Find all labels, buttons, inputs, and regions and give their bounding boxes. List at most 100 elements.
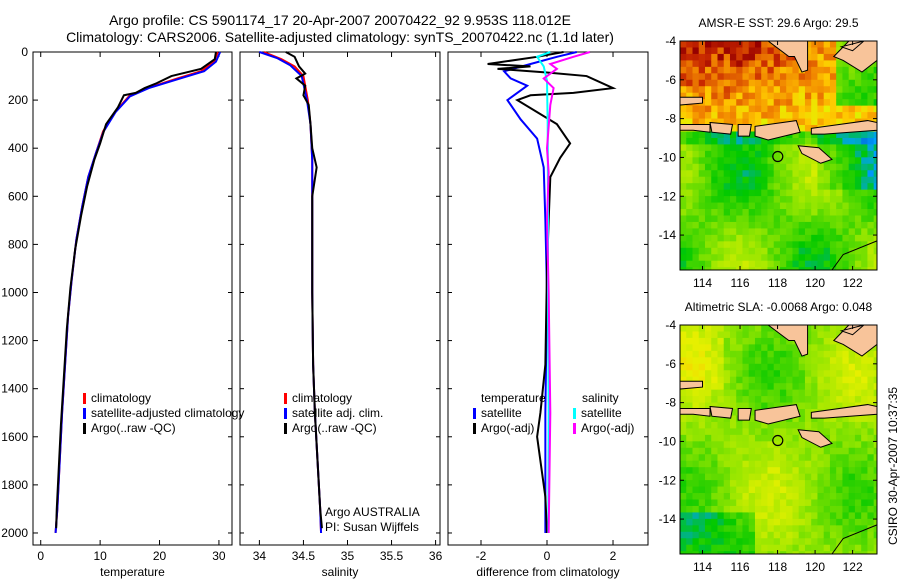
map-cell <box>680 170 687 178</box>
map-cell <box>711 157 718 165</box>
map-cell <box>829 505 837 513</box>
map-cell <box>873 512 878 520</box>
map-cell <box>811 267 818 271</box>
map-cell <box>736 196 743 204</box>
map-cell <box>873 137 878 145</box>
map-cell <box>761 157 768 165</box>
map-cell <box>736 428 743 436</box>
map-cell <box>686 215 693 223</box>
map-cell <box>842 460 850 468</box>
map-cell <box>786 337 793 345</box>
map-cell <box>680 47 687 55</box>
map-cell <box>754 421 762 429</box>
map-cell <box>686 53 693 61</box>
map-cell <box>773 215 781 223</box>
map-cell <box>736 370 743 378</box>
map-cell <box>792 473 800 481</box>
map-cell <box>861 183 868 191</box>
map-cell <box>867 66 875 74</box>
map-cell <box>692 247 700 255</box>
map-cell <box>723 157 731 165</box>
map-cell <box>817 254 825 262</box>
map-cell <box>873 544 878 552</box>
map-cell <box>823 421 831 429</box>
map-cell <box>729 176 737 184</box>
map-cell <box>848 460 856 468</box>
map-cell <box>786 144 793 152</box>
map-cell <box>798 189 806 197</box>
map-cell <box>761 421 768 429</box>
map-cell <box>811 228 818 236</box>
map-cell <box>704 144 712 152</box>
map-cell <box>742 228 750 236</box>
map-cell <box>804 189 812 197</box>
map-cell <box>779 421 787 429</box>
map-cell <box>811 473 818 481</box>
map-cell <box>792 254 800 262</box>
map-cell <box>692 196 700 204</box>
map-cell <box>823 415 831 423</box>
map-cell <box>817 331 825 339</box>
map-cell <box>754 544 762 552</box>
map-cell <box>717 215 725 223</box>
map-cell <box>729 254 737 262</box>
map-cell <box>754 363 762 371</box>
map-cell <box>854 460 862 468</box>
map-cell <box>779 176 787 184</box>
map-cell <box>842 505 850 513</box>
map-cell <box>711 544 718 552</box>
map-cell <box>817 454 825 462</box>
map-cell <box>767 118 775 126</box>
map-cell <box>798 376 806 384</box>
map-cell <box>823 370 831 378</box>
map-cell <box>823 41 831 48</box>
map-cell <box>723 441 731 449</box>
map-cell <box>680 473 687 481</box>
x-tick-label: 35 <box>341 549 355 563</box>
map-cell <box>748 357 756 365</box>
map-cell <box>698 486 706 494</box>
map-cell <box>823 112 831 120</box>
map-cell <box>861 105 868 113</box>
map-cell <box>692 357 700 365</box>
map-cell <box>848 92 856 100</box>
map-cell <box>861 363 868 371</box>
map-cell <box>804 331 812 339</box>
map-cell <box>823 350 831 358</box>
map-cell <box>736 421 743 429</box>
map-cell <box>798 421 806 429</box>
map-cell <box>767 144 775 152</box>
map-cell <box>861 370 868 378</box>
map-cell <box>748 92 756 100</box>
map-cell <box>817 402 825 410</box>
map-cell <box>680 447 687 455</box>
map-cell <box>711 441 718 449</box>
map-cell <box>711 99 718 107</box>
map-cell <box>848 118 856 126</box>
map-cell <box>704 376 712 384</box>
map-cell <box>798 209 806 216</box>
map-cell <box>704 325 712 332</box>
map-cell <box>829 183 837 191</box>
map-cell <box>873 389 878 397</box>
map-cell <box>767 105 775 113</box>
map-cell <box>742 221 750 229</box>
map-cell <box>717 196 725 204</box>
map-cell <box>717 260 725 268</box>
map-cell <box>861 247 868 255</box>
map-cell <box>861 202 868 210</box>
map-cell <box>779 247 787 255</box>
map-cell <box>842 518 850 526</box>
land-mass <box>754 120 801 141</box>
map-cell <box>842 363 850 371</box>
map-cell <box>711 486 718 494</box>
map-cell <box>798 409 806 416</box>
map-cell <box>711 396 718 404</box>
map-cell <box>823 47 831 55</box>
map-cell <box>798 396 806 404</box>
map-cell <box>717 79 725 87</box>
map-cell <box>723 86 731 94</box>
map-cell <box>698 118 706 126</box>
map-cell <box>754 260 762 268</box>
